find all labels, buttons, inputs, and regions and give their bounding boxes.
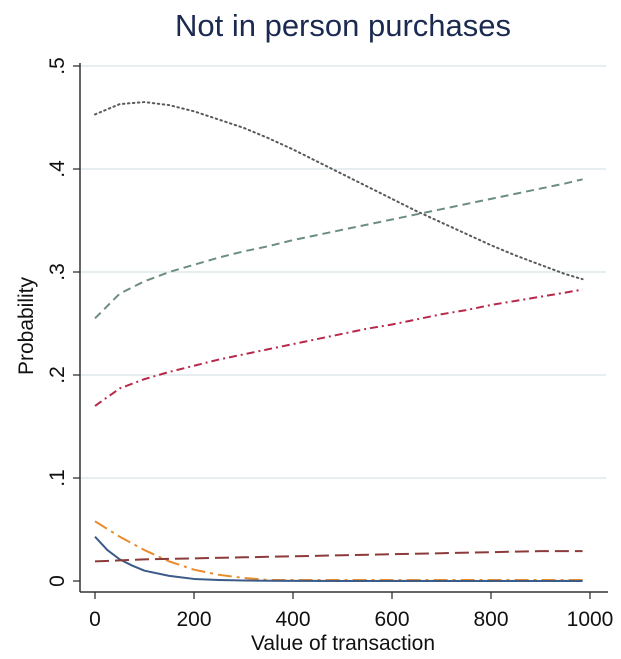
series-line-2	[94, 288, 583, 407]
series-line-5	[94, 550, 583, 563]
series-line-1	[94, 178, 583, 320]
y-tick-label-1: .1	[46, 469, 69, 487]
series-line-4	[94, 536, 583, 582]
x-tick-label-0: 0	[89, 608, 101, 631]
y-axis-title: Probability	[15, 276, 38, 375]
y-tick-label-4: .4	[46, 160, 69, 178]
gridlines	[80, 65, 606, 479]
y-tick-label-5: .5	[46, 57, 69, 75]
x-tick-label-4: 800	[473, 608, 508, 631]
y-tick-label-0: 0	[46, 575, 69, 587]
series-line-3	[94, 520, 583, 581]
x-axis-title: Value of transaction	[251, 632, 435, 655]
series-lines	[94, 101, 584, 582]
x-tick-label-1: 200	[176, 608, 211, 631]
axis-ticks: 0 .1 .2 .3 .4 .5 0 200 400 600 800 1000	[46, 57, 613, 631]
y-tick-label-3: .3	[46, 263, 69, 281]
x-tick-label-2: 400	[275, 608, 310, 631]
chart-title: Not in person purchases	[175, 8, 511, 43]
y-tick-label-2: .2	[46, 366, 69, 384]
x-tick-label-3: 600	[374, 608, 409, 631]
x-tick-label-5: 1000	[567, 608, 614, 631]
series-line-0	[94, 101, 584, 281]
